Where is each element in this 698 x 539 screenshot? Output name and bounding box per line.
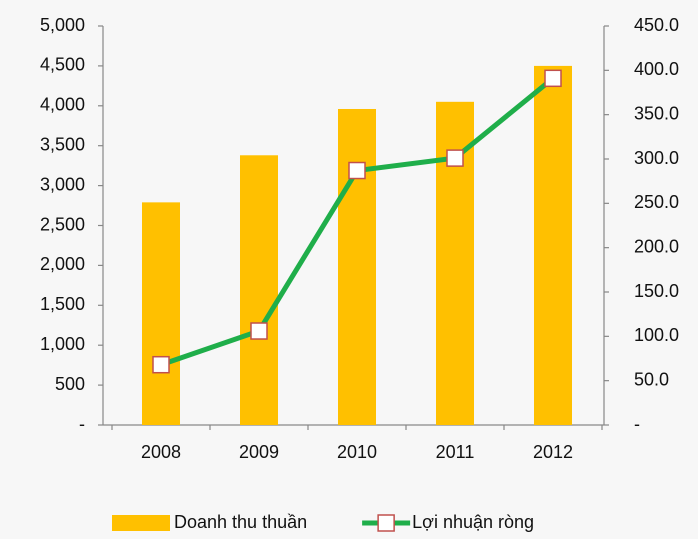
y-tick-label: 1,500 [40, 294, 85, 314]
y2-tick-label: 300.0 [634, 148, 679, 168]
legend-swatch [112, 515, 170, 531]
x-tick-label: 2012 [533, 442, 573, 462]
x-tick-label: 2008 [141, 442, 181, 462]
x-tick-label: 2010 [337, 442, 377, 462]
marker [250, 322, 268, 340]
y-tick-label: 500 [55, 374, 85, 394]
y2-tick-label: 450.0 [634, 15, 679, 35]
bar [142, 202, 180, 425]
y-tick-label: 4,500 [40, 55, 85, 75]
y-tick-label: - [79, 414, 85, 434]
y2-tick-label: 200.0 [634, 236, 679, 256]
bar [240, 155, 278, 425]
bar [534, 65, 572, 426]
marker [348, 161, 366, 180]
y-tick-label: 3,500 [40, 134, 85, 154]
bar [338, 108, 376, 425]
x-tick-label: 2011 [436, 442, 475, 462]
y-tick-label: 4,000 [40, 95, 85, 115]
y-tick-label: 2,000 [40, 254, 85, 274]
y2-tick-label: 400.0 [634, 59, 679, 79]
y-tick-label: 3,000 [40, 174, 85, 194]
y2-tick-label: 250.0 [634, 192, 679, 212]
y2-tick-label: 150.0 [634, 281, 679, 301]
y-tick-label: 2,500 [40, 214, 85, 234]
marker [446, 149, 464, 167]
y-tick-label: 5,000 [40, 15, 85, 35]
legend-swatch [377, 514, 395, 532]
y2-tick-label: 100.0 [634, 325, 679, 345]
y2-tick-label: - [634, 414, 640, 434]
x-tick-label: 2009 [239, 442, 279, 462]
y2-tick-label: 50.0 [634, 369, 669, 389]
y2-tick-label: 350.0 [634, 103, 679, 123]
marker [152, 355, 170, 374]
y-tick-label: 1,000 [40, 334, 85, 354]
legend-label: Lợi nhuận ròng [412, 512, 534, 532]
legend-label: Doanh thu thuần [174, 512, 307, 532]
marker [544, 69, 562, 88]
